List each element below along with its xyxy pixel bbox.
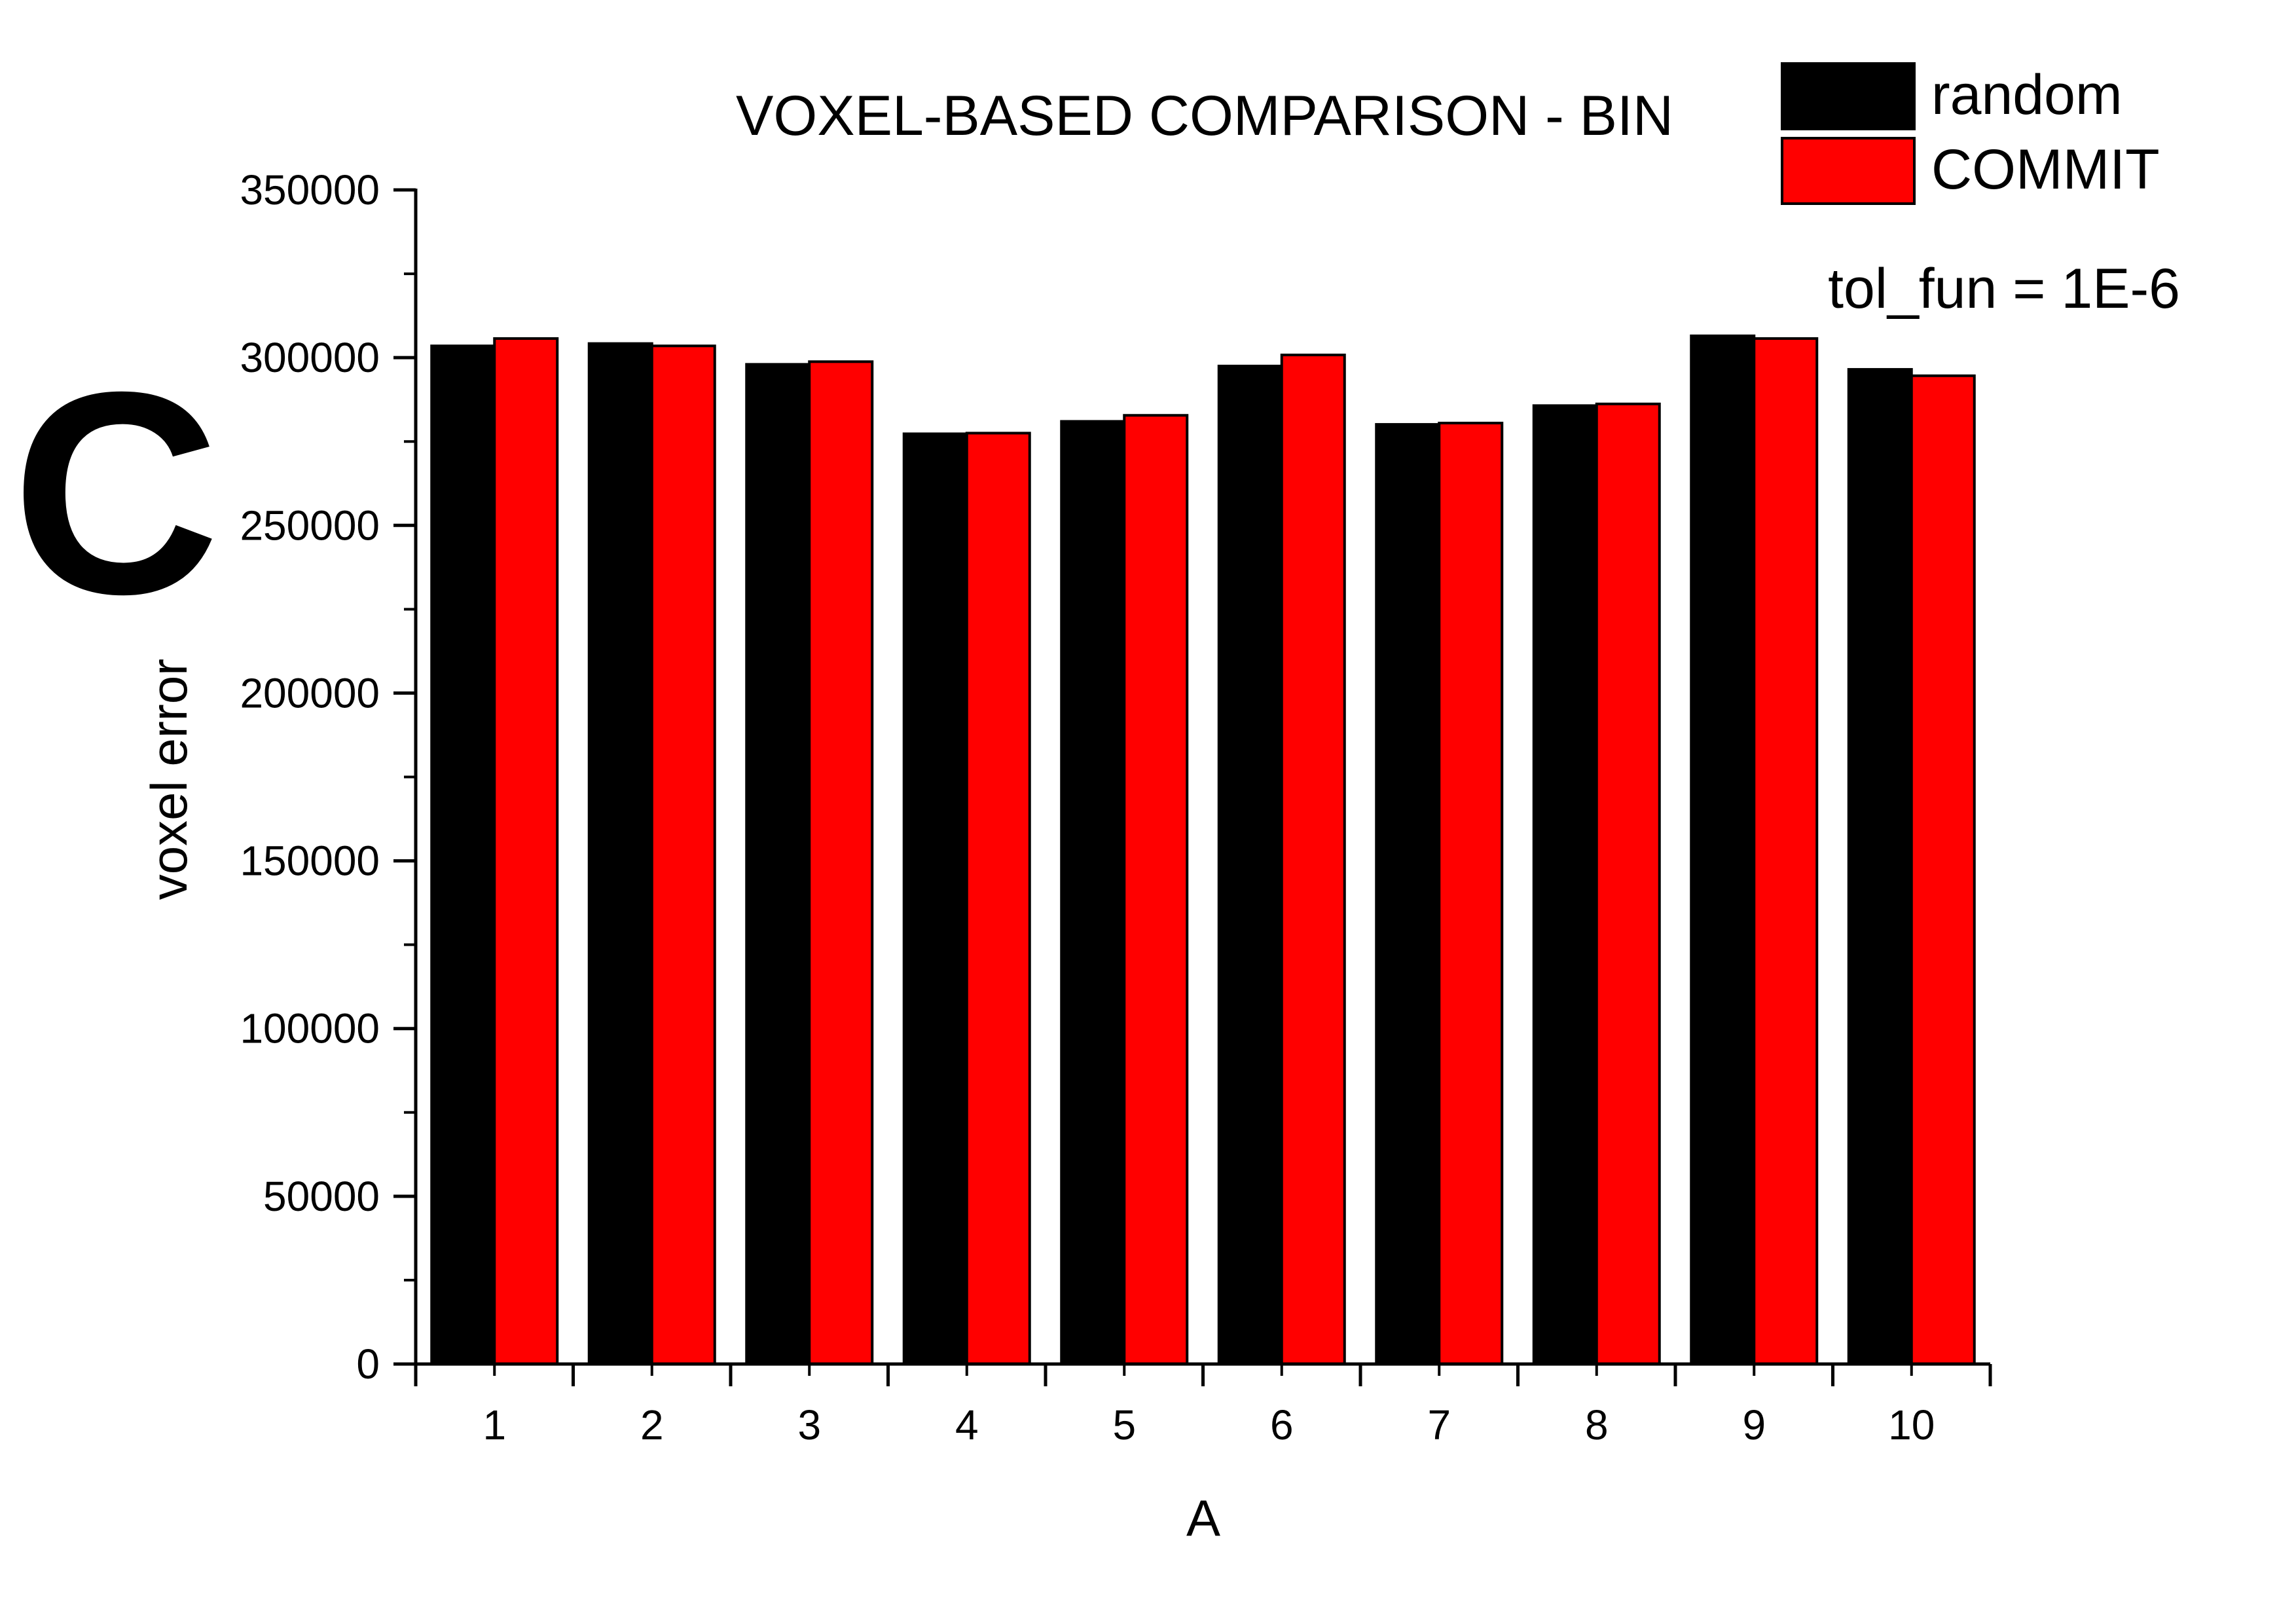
y-tick-label: 200000 (240, 669, 380, 716)
bar-random-7 (1375, 423, 1441, 1365)
x-tick-label: 8 (1585, 1401, 1609, 1449)
x-tick-label: 6 (1270, 1401, 1294, 1449)
x-tick-label: 4 (955, 1401, 979, 1449)
y-tick-label: 100000 (240, 1005, 380, 1052)
legend: random COMMIT (1781, 62, 2160, 205)
x-tick-label: 5 (1112, 1401, 1136, 1449)
y-tick-label: 0 (356, 1340, 380, 1388)
panel-letter: C (12, 333, 220, 654)
bar-random-6 (1217, 364, 1283, 1366)
x-tick-label: 3 (797, 1401, 821, 1449)
y-tick-label: 300000 (240, 334, 380, 381)
chart-title: VOXEL-BASED COMPARISON - BIN (736, 84, 1673, 147)
x-tick-label: 10 (1888, 1401, 1935, 1449)
legend-label-random: random (1931, 64, 2123, 126)
bar-commit-9 (1753, 337, 1819, 1365)
x-axis-label: A (1186, 1489, 1220, 1547)
y-tick-label: 250000 (240, 502, 380, 549)
y-tick-label: 150000 (240, 838, 380, 885)
bars-layer (430, 334, 1976, 1366)
bar-commit-4 (965, 432, 1031, 1366)
bar-random-2 (587, 342, 653, 1365)
annotation-text: tol_fun = 1E-6 (1828, 257, 2180, 320)
x-tick-label: 1 (483, 1401, 506, 1449)
legend-label-commit: COMMIT (1931, 138, 2160, 201)
bar-commit-5 (1123, 414, 1189, 1365)
bar-random-1 (430, 344, 496, 1365)
y-tick-label: 50000 (263, 1173, 380, 1220)
bar-random-4 (902, 432, 968, 1365)
bar-random-5 (1060, 420, 1126, 1365)
bar-commit-2 (650, 344, 716, 1365)
legend-swatch-commit (1781, 137, 1916, 205)
bar-commit-3 (808, 360, 874, 1365)
axes-layer: 0 50000 100000 150000 200000 250000 300000 3500… (240, 166, 1992, 1449)
bar-random-10 (1847, 368, 1913, 1365)
bar-random-3 (745, 363, 811, 1365)
x-tick-label: 7 (1427, 1401, 1451, 1449)
y-axis-label: voxel error (140, 659, 198, 900)
bar-commit-8 (1595, 402, 1661, 1365)
bar-random-8 (1532, 404, 1598, 1366)
bar-random-9 (1690, 334, 1756, 1366)
x-tick-label: 2 (640, 1401, 664, 1449)
x-tick-label: 9 (1742, 1401, 1766, 1449)
bar-commit-7 (1438, 422, 1504, 1365)
bar-commit-1 (493, 337, 559, 1365)
y-tick-label: 350000 (240, 166, 380, 213)
legend-swatch-random (1781, 62, 1916, 130)
bar-commit-10 (1910, 374, 1976, 1365)
bar-commit-6 (1280, 354, 1346, 1365)
